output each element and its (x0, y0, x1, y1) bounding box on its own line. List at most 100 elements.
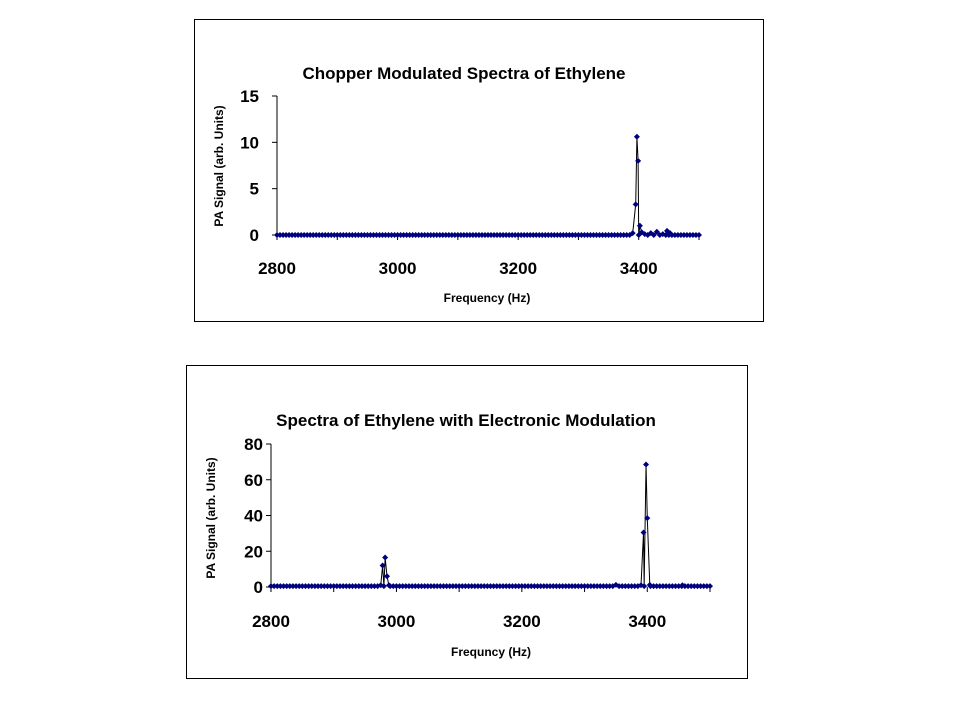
chart-2-data-point (590, 583, 597, 590)
chart-2-data-point (302, 583, 309, 590)
chart-svg-electronic: Spectra of Ethylene with Electronic Modu… (204, 411, 713, 659)
chart-2-data-point (600, 583, 607, 590)
chart-1-title: Chopper Modulated Spectra of Ethylene (302, 64, 625, 83)
chart-2-y-tick-label: 40 (244, 507, 263, 526)
chart-1-data-point (457, 232, 464, 238)
chart-1-data-point (322, 232, 329, 238)
chart-1-data-point (509, 232, 516, 238)
chart-2-data-point (587, 583, 594, 590)
chart-2-data-point (431, 583, 438, 590)
chart-1-data-point (463, 232, 470, 238)
chart-2-data-point (512, 583, 519, 590)
chart-2-data-point (424, 583, 431, 590)
chart-1-data-point (376, 232, 383, 238)
chart-1-data-point (379, 232, 386, 238)
chart-1-data-point (593, 232, 600, 238)
chart-1-data-point (298, 232, 305, 238)
chart-2-data-point (556, 583, 563, 590)
chart-1-data-point (551, 232, 558, 238)
chart-1-data-point (274, 232, 280, 238)
chart-1-data-point (596, 232, 603, 238)
chart-2-data-point (537, 583, 544, 590)
chart-2-x-tick-label: 3000 (378, 612, 416, 631)
chart-2-data-point (653, 583, 660, 590)
chart-2-data-point (405, 583, 412, 590)
chart-2-data-point (393, 583, 400, 590)
chart-1-data-point (427, 232, 434, 238)
chart-1-data-point (620, 232, 627, 238)
chart-2-data-point (691, 583, 698, 590)
chart-1-data-point (349, 232, 356, 238)
chart-2-data-point (581, 583, 588, 590)
chart-1-x-tick-label: 2800 (258, 259, 296, 278)
chart-2-data-point (553, 583, 560, 590)
chart-1-data-point (689, 232, 696, 238)
chart-1-data-point (521, 232, 528, 238)
chart-1-data-point (283, 232, 290, 238)
chart-1-data-point (448, 232, 455, 238)
chart-1-data-point (623, 232, 630, 238)
chart-1-data-point (292, 232, 299, 238)
chart-2-data-point (572, 583, 579, 590)
chart-2-data-point (584, 583, 591, 590)
chart-1-data-point (581, 232, 588, 238)
chart-1-data-point (460, 232, 467, 238)
chart-2-data-point (293, 583, 300, 590)
chart-2-data-point (274, 583, 281, 590)
chart-1-data-point (629, 230, 636, 237)
chart-2-data-point (500, 583, 507, 590)
chart-2-data-point (399, 583, 406, 590)
chart-1-data-point (352, 232, 359, 238)
chart-2-data-point (487, 583, 494, 590)
chart-1-data-point (367, 232, 374, 238)
chart-1-data-point (572, 232, 579, 238)
chart-2-y-tick-label: 20 (244, 542, 263, 561)
chart-1-data-point (370, 232, 377, 238)
chart-1-data-point (439, 232, 446, 238)
chart-1-data-point (653, 228, 660, 235)
chart-2-data-point (305, 583, 312, 590)
chart-1-data-point (692, 232, 699, 238)
chart-2-y-axis-label: PA Signal (arb. Units) (204, 457, 218, 578)
chart-2-data-point (625, 583, 632, 590)
chart-1-data-point (605, 232, 612, 238)
chart-2-data-point (681, 583, 688, 590)
chart-1-data-point (554, 232, 561, 238)
chart-1-data-point (515, 232, 522, 238)
chart-2-data-point (437, 583, 444, 590)
chart-2-data-point (355, 583, 362, 590)
chart-1-data-point (340, 232, 347, 238)
chart-2-x-tick-label: 3400 (628, 612, 666, 631)
chart-2-data-point (490, 583, 497, 590)
chart-2-data-point (688, 583, 695, 590)
chart-1-x-tick-label: 3000 (379, 259, 417, 278)
chart-2-data-point (578, 583, 585, 590)
chart-1-data-point (394, 232, 401, 238)
chart-2-data-point (707, 583, 713, 590)
chart-2-y-tick-label: 0 (254, 578, 263, 597)
chart-1-data-point (587, 232, 594, 238)
chart-2-data-point (666, 583, 673, 590)
chart-1-data-point (475, 232, 482, 238)
chart-1-data-point (633, 133, 640, 140)
chart-1-data-point (524, 232, 531, 238)
chart-2-data-point (283, 583, 290, 590)
chart-2-data-point (387, 583, 394, 590)
chart-2-data-point (518, 583, 525, 590)
chart-1-data-point (346, 232, 353, 238)
chart-2-data-point (496, 583, 503, 590)
chart-2-data-point (465, 583, 472, 590)
chart-2-y-tick-label: 60 (244, 471, 263, 490)
chart-2-data-point (640, 529, 647, 536)
chart-1-data-point (650, 232, 657, 238)
chart-1-data-point (403, 232, 410, 238)
chart-2-title: Spectra of Ethylene with Electronic Modu… (276, 411, 656, 430)
chart-1-data-point (677, 232, 684, 238)
chart-2-data-point (597, 583, 604, 590)
chart-2-data-point (644, 515, 651, 522)
chart-1-data-point (488, 232, 495, 238)
chart-svg-chopper: Chopper Modulated Spectra of Ethylene PA … (212, 64, 702, 305)
chart-1-data-point (280, 232, 287, 238)
chart-1-data-point (289, 232, 296, 238)
chart-2-data-point (336, 583, 343, 590)
